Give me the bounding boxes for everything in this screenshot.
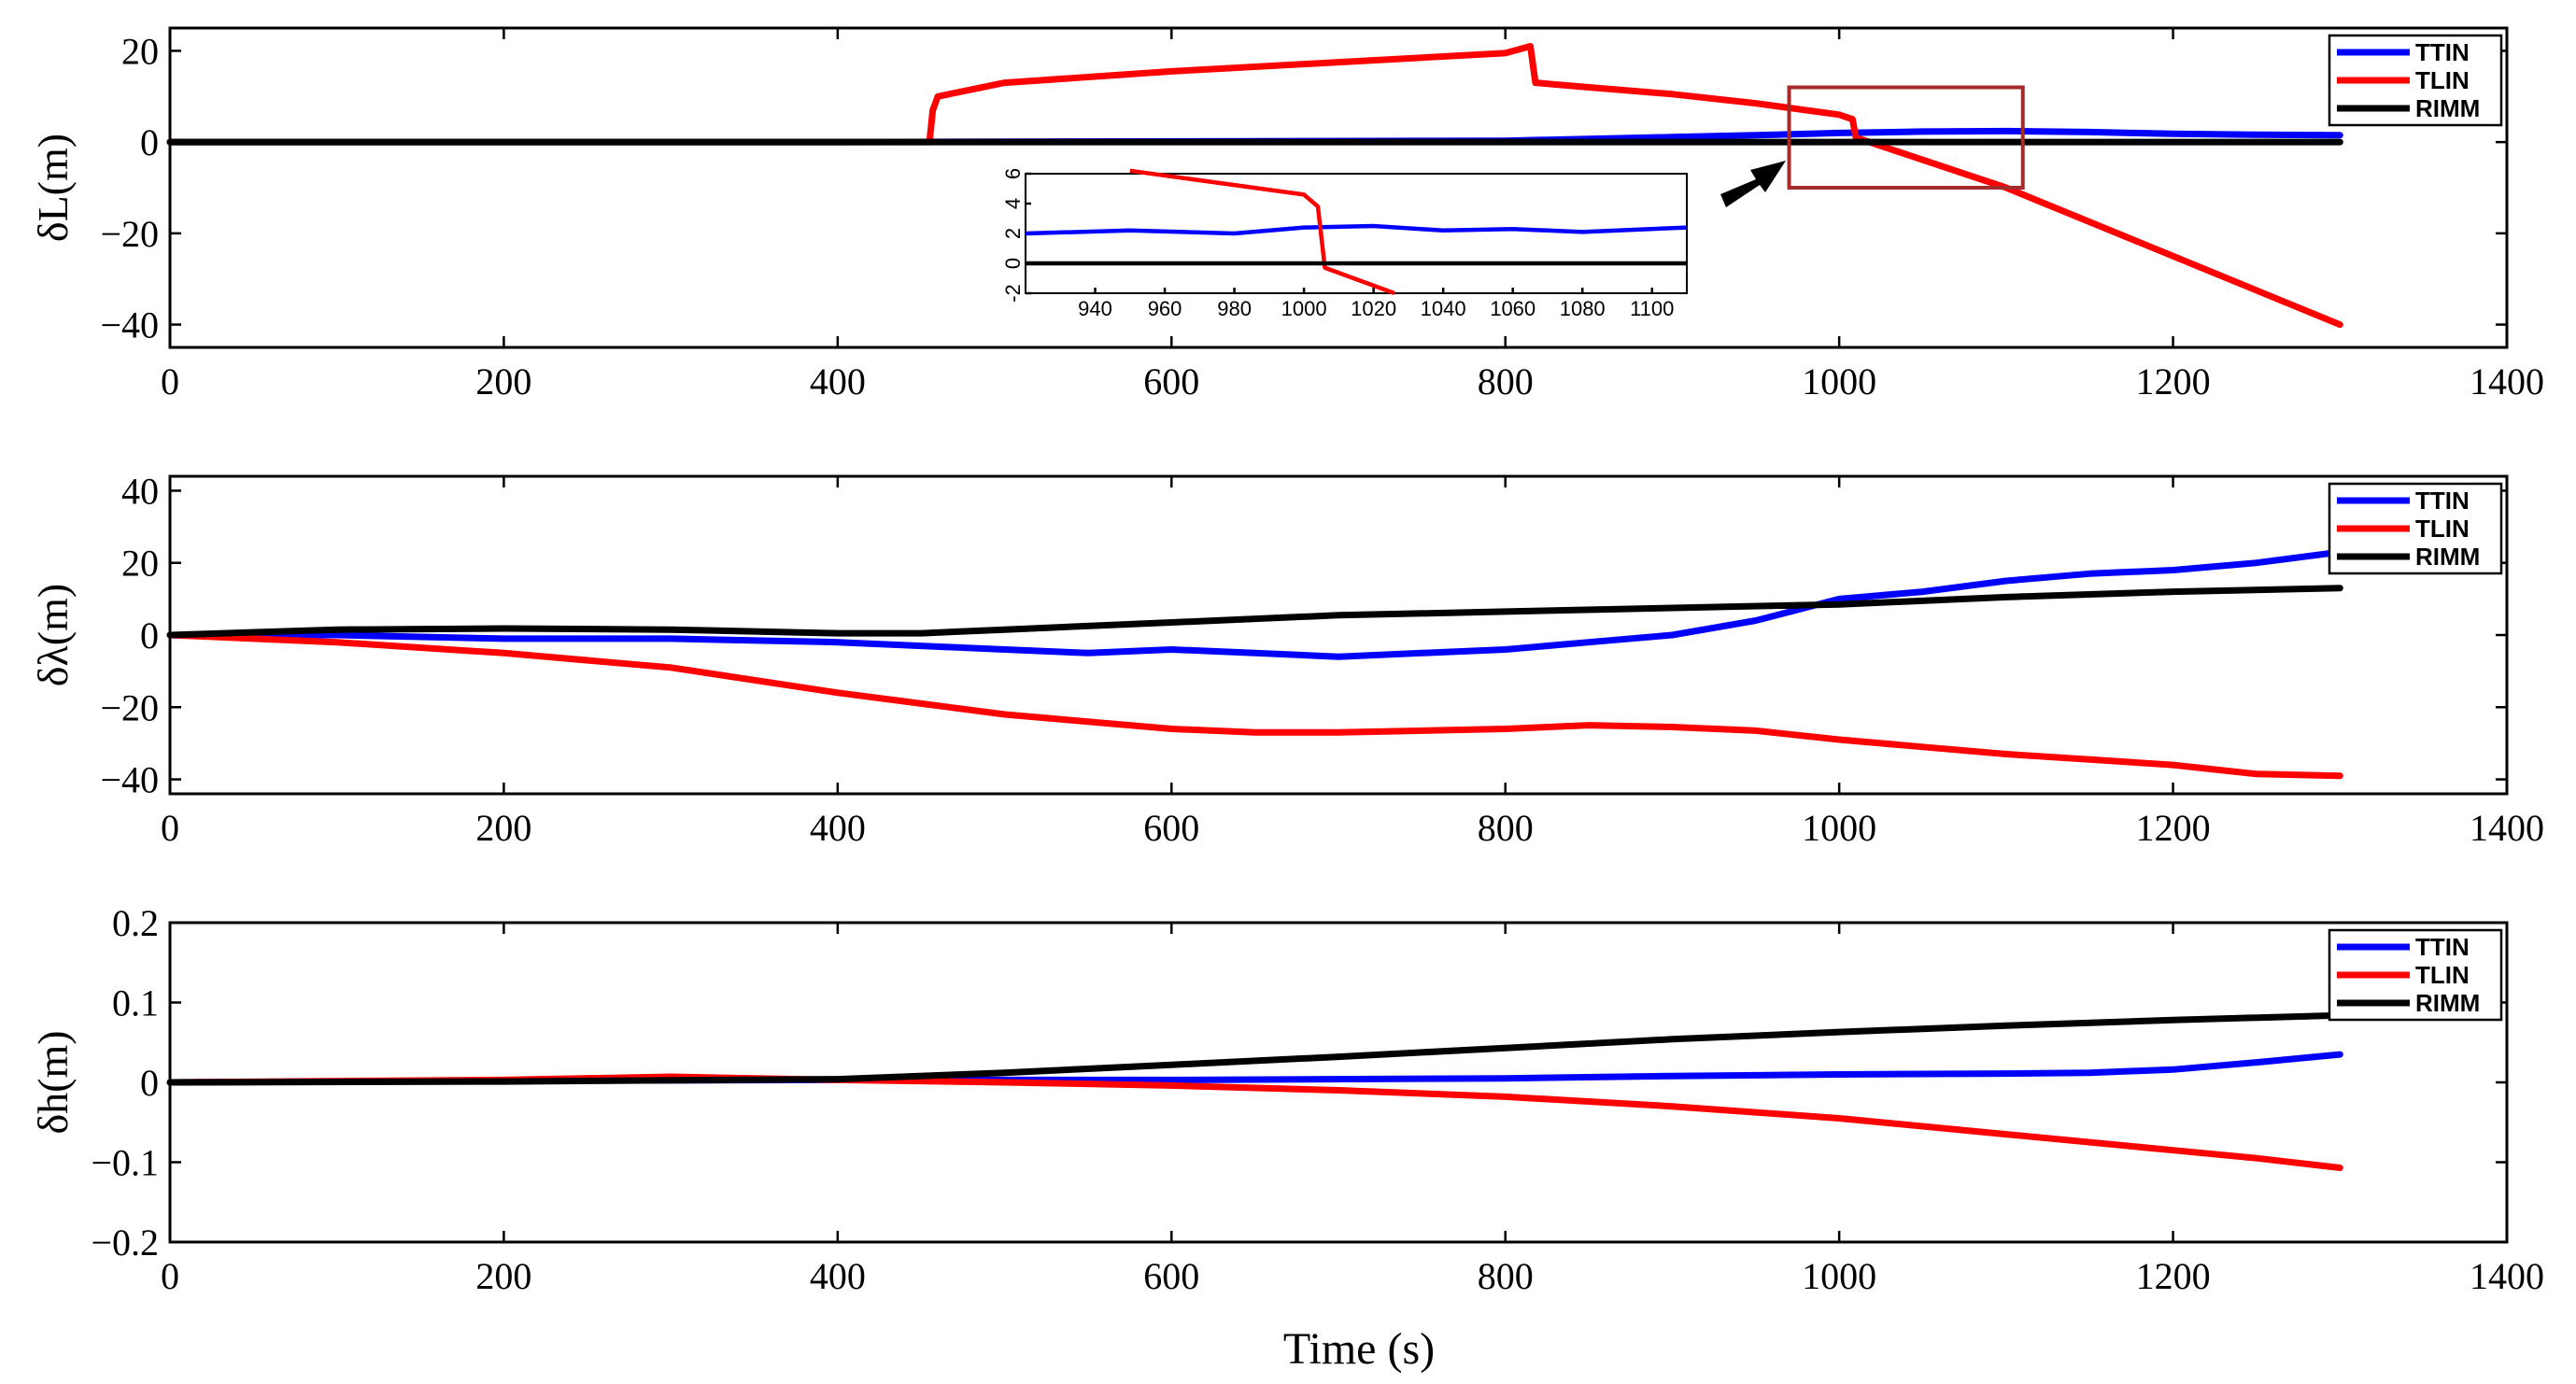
x-tick-label: 800 [1478,360,1534,402]
legend-label-ttin: TTIN [2415,487,2470,515]
x-tick-label: 400 [810,360,866,402]
legend-label-tlin: TLIN [2415,66,2470,94]
legend-label-ttin: TTIN [2415,38,2470,66]
x-tick-label: 1000 [1802,360,1876,402]
x-tick-label: 800 [1478,807,1534,849]
x-tick-label: 1400 [2470,360,2544,402]
series-line-tlin [166,1073,2343,1171]
y-tick-label: 0 [140,614,159,657]
inset-zoom-plot: 940 960 980 1000 1020 1040 1060 1080 1100 -2 0 2 4 6 [1001,168,1688,320]
zoom-region-box [1787,85,2025,190]
plot-frame [168,26,2509,349]
x-tick-label: 400 [810,807,866,849]
inset-x-tick-label: 1060 [1490,297,1536,320]
inset-x-tick-label: 1080 [1560,297,1606,320]
x-tick-label: 1200 [2136,360,2211,402]
y-tick-label: −40 [100,759,159,801]
x-tick-label: 200 [475,807,531,849]
inset-x-tick-label: 1000 [1281,297,1327,320]
plot-frame [168,474,2509,796]
x-tick-label: 400 [810,1255,866,1297]
inset-y-tick-label: 0 [1001,258,1025,269]
inset-y-tick-label: 4 [1001,198,1025,209]
y-axis-label: δh(m) [29,1030,77,1134]
x-tick-label: 600 [1143,807,1199,849]
panel-delta-h: 0 200 400 600 800 1000 1200 1400 0.2 0.1 0 −0.1 −0.2… [29,902,2544,1297]
x-tick-label: 1200 [2136,1255,2211,1297]
inset-series-tlin [1129,168,1395,296]
x-tick-label: 600 [1143,360,1199,402]
series-line-ttin [166,548,2343,660]
y-tick-label: −20 [100,213,159,255]
x-tick-label: 1200 [2136,807,2211,849]
inset-y-tick-label: 6 [1001,168,1025,179]
y-tick-label: 40 [121,470,159,512]
y-tick-label: 0.1 [112,982,159,1024]
series-line-tlin [166,631,2343,780]
y-tick-label: −0.2 [91,1222,159,1264]
y-tick-label: −20 [100,686,159,728]
y-tick-label: −0.1 [91,1142,159,1184]
inset-x-tick-label: 940 [1078,297,1112,320]
inset-x-tick-label: 1040 [1421,297,1466,320]
inset-y-tick-label: -2 [1001,284,1025,303]
y-tick-label: −40 [100,304,159,346]
series-line-rimm [166,585,2343,639]
y-tick-label: 20 [121,543,159,585]
x-tick-label: 800 [1478,1255,1534,1297]
y-tick-label: 0 [140,1062,159,1104]
x-tick-label: 0 [161,1255,179,1297]
x-tick-label: 200 [475,360,531,402]
x-tick-label: 0 [161,807,179,849]
x-tick-label: 1400 [2470,807,2544,849]
inset-x-tick-label: 1020 [1351,297,1396,320]
inset-y-tick-label: 2 [1001,228,1025,239]
inset-x-tick-label: 980 [1217,297,1252,320]
inset-series-ttin [1025,223,1688,236]
y-tick-label: 0 [140,121,159,163]
legend-label-rimm: RIMM [2415,543,2480,571]
series-line-tlin [166,43,2343,329]
x-tick-label: 1000 [1802,807,1876,849]
legend-label-tlin: TLIN [2415,515,2470,543]
legend-label-rimm: RIMM [2415,94,2480,122]
inset-x-tick-label: 960 [1148,297,1182,320]
series-line-rimm [166,1011,2343,1086]
x-axis-label: Time (s) [1283,1324,1435,1374]
y-tick-label: 20 [121,30,159,72]
legend-label-tlin: TLIN [2415,961,2470,989]
legend-label-ttin: TTIN [2415,933,2470,961]
x-tick-label: 0 [161,360,179,402]
x-tick-label: 200 [475,1255,531,1297]
y-axis-label: δL(m) [29,134,77,242]
x-tick-label: 1000 [1802,1255,1876,1297]
y-tick-label: 0.2 [112,902,159,944]
y-axis-label: δλ(m) [29,584,77,686]
x-tick-label: 1400 [2470,1255,2544,1297]
legend-label-rimm: RIMM [2415,989,2480,1017]
x-tick-label: 600 [1143,1255,1199,1297]
inset-x-tick-label: 1100 [1630,297,1674,320]
zoom-arrow-icon [1720,161,1786,207]
